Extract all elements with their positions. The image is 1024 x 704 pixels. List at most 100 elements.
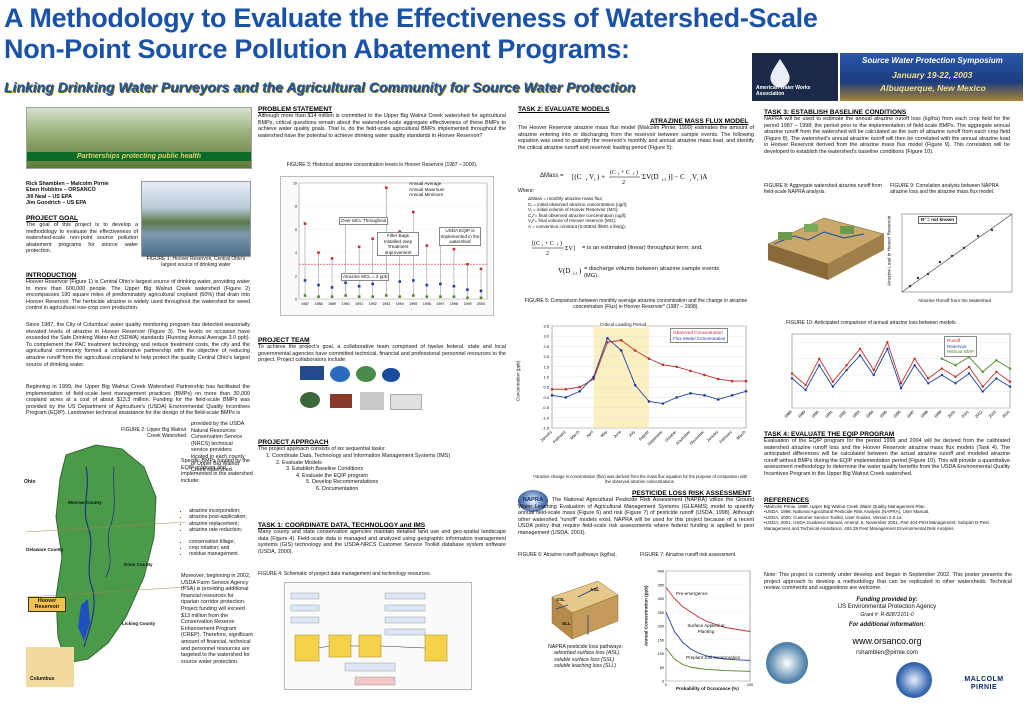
fig3-point: [425, 295, 429, 298]
website-link[interactable]: www.orsanco.org: [852, 636, 922, 646]
fig5-point: [633, 349, 637, 352]
fig7-y-tick: 300: [658, 597, 664, 601]
fig5-point: [716, 377, 720, 381]
fig5-x-tick: February: [718, 429, 733, 444]
fig10-point: [790, 377, 794, 380]
fig9-point: [990, 228, 994, 232]
fig10-point: [981, 370, 984, 374]
fig7-y-tick: 350: [658, 583, 664, 587]
fig10-point: [954, 382, 957, 385]
fig10-point: [995, 370, 998, 374]
fig3-point: [344, 294, 347, 297]
pathway-item: soluble surface loss (SSL): [554, 656, 615, 663]
fig5-y-tick: 1.5: [543, 364, 549, 369]
figure9-svg: [901, 213, 1013, 293]
orsanco-logo: [766, 642, 808, 684]
fig5-point: [661, 363, 665, 367]
equation-definitions: ΔMass = monthly atrazine mass flux; Cᵢ =…: [528, 196, 748, 230]
fig7-y-label: Annual Concentration (ppb): [643, 585, 649, 647]
fig5-x-tick: December: [689, 429, 706, 446]
symposium-place: Albuquerque, New Mexico: [880, 83, 986, 93]
fig10-point: [995, 359, 998, 362]
fig10-point: [927, 382, 930, 385]
fig10-point: [858, 354, 862, 357]
fig7-label-preemergence: Pre-emergence: [676, 591, 708, 596]
fig10-legend: Runoff Reservoir Without BMP: [944, 336, 977, 357]
agency-logos: [300, 364, 450, 432]
fig10-point: [845, 368, 848, 372]
intro-paragraph-3: Beginning in 1999, the Upper Big Walnut …: [26, 384, 250, 417]
fig10-x-tick: 1989: [796, 409, 806, 419]
poster-subtitle: Linking Drinking Water Purveyors and the…: [4, 79, 636, 95]
fig10-point: [872, 368, 875, 372]
figure3-chart: 0 2 4 6 8 10 1987 1988 1989 1990 1991 1992 1993 1994 1…: [280, 176, 494, 316]
definition-item: V𝒻 = final volume of Hoover reservoir (M…: [528, 218, 617, 224]
figure5-svg: -1.5-1.0-0.50.00.51.01.52.02.53.03.5Janu…: [539, 324, 748, 447]
task2-heading: TASK 2: EVALUATE MODELS: [518, 106, 610, 113]
fig5-x-tick: February: [552, 429, 567, 444]
fig3-point: [303, 222, 307, 225]
fig3-legend-average: Annual Average: [409, 181, 442, 186]
fig5-x-tick: September: [646, 429, 664, 447]
symposium-title: Source Water Protection Symposium: [862, 56, 1003, 65]
crep-text: Moreover, beginning in 2002, USDA Farm S…: [181, 573, 253, 665]
introduction-heading: INTRODUCTION: [26, 272, 77, 279]
agency-logo: [382, 368, 400, 382]
throughput-term-svg: [(C i + C f ) 2 ΣV]: [532, 240, 575, 257]
project-approach-heading: PROJECT APPROACH: [258, 439, 329, 446]
fig3-point: [398, 230, 402, 234]
figure10-caption: FIGURE 10: Anticipated comparison of ann…: [786, 320, 957, 326]
figure9-chart: R² = not known Atrazine Runoff from the …: [886, 208, 1016, 308]
task-item: 4. Evaluate the EQIP program: [296, 472, 368, 479]
project-team-heading: PROJECT TEAM: [258, 337, 310, 344]
task-item: 1. Coordinate Data, Technology and Infor…: [266, 453, 451, 459]
project-note: Note: This project is currently under de…: [764, 572, 1012, 592]
svg-text:2: 2: [546, 251, 549, 257]
fig5-point: [689, 369, 692, 373]
fig3-legend: Annual Average Annual Maximum Annual Min…: [409, 181, 445, 198]
map-label-delaware: Delaware County: [26, 547, 64, 552]
svg-text:) +: ) +: [597, 173, 605, 181]
map-label-ohio: Ohio: [24, 479, 36, 485]
fig5-point: [550, 387, 554, 391]
figure9-caption: FIGURE 9: Correlation analysis between N…: [890, 183, 999, 195]
fig5-y-tick: 0.0: [543, 395, 549, 400]
agency-logo: [330, 366, 350, 382]
napra-logo: NAPRA: [518, 490, 548, 512]
task-item: 5. Develop Recommendations: [306, 479, 379, 486]
fig10-point: [872, 373, 875, 377]
bmp-item: atrazine replacement;: [189, 521, 265, 527]
fig3-point: [371, 282, 374, 286]
agency-logo: [356, 366, 376, 382]
figure8-diagram: [764, 204, 888, 284]
bmp-item: atrazine post-application;: [189, 514, 265, 520]
fig5-point: [647, 400, 651, 403]
bmp-list: atrazine incorporation; atrazine post-ap…: [181, 508, 265, 558]
fig10-point: [845, 364, 848, 367]
fig9-r2-box: R² = not known: [918, 216, 958, 224]
fig3-point: [330, 286, 334, 289]
task1-heading: TASK 1: COORDINATE DATA, TECHNOLOGY and …: [258, 522, 426, 529]
contact-email[interactable]: rshamblen@pirnie.com: [856, 650, 918, 656]
poster-title-line2: Non-Point Source Pollution Abatement Pro…: [4, 34, 630, 64]
nrcs-continuation: provided by the USDA Natural Resources C…: [191, 421, 245, 474]
fig7-y-tick: 0: [662, 680, 664, 684]
figure4-caption: FIGURE 4: Schematic of project data mana…: [258, 571, 431, 577]
figure8-svg: [767, 217, 885, 280]
fig7-series-line: [665, 647, 751, 672]
fig10-x-tick: 1997: [905, 409, 915, 419]
fig7-x-tick: 100: [747, 683, 753, 687]
figure1-caption: FIGURE 1: Hoover Reservoir, Central Ohio…: [146, 256, 246, 268]
fig9-x-label: Atrazine Runoff from the Watershed: [918, 298, 992, 303]
fig10-point: [954, 375, 957, 378]
bmp-item: crop rotation; and: [189, 545, 265, 551]
definition-item: Vᵢ = initial volume of Hoover Reservoir …: [528, 207, 619, 213]
fig9-point: [908, 284, 912, 288]
fig5-point: [689, 392, 692, 395]
fig10-x-tick: 2003: [987, 409, 997, 419]
fig5-critical-label: Critical Loading Period: [600, 322, 647, 328]
fig5-y-label: Concentration (ppb): [515, 360, 521, 402]
fig5-y-tick: 3.5: [543, 324, 549, 329]
fig3-y-tick: 10: [293, 182, 297, 186]
fig3-y-tick: 6: [295, 228, 297, 232]
